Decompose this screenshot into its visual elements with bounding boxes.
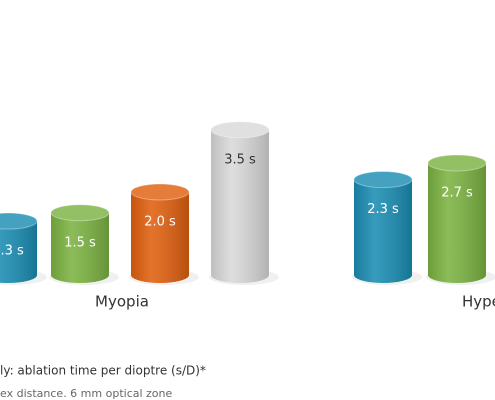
bar-shading xyxy=(428,162,486,283)
bar-top xyxy=(210,121,270,139)
group-label: Myopia xyxy=(95,293,149,311)
value-label: 2.7 s xyxy=(441,185,473,200)
value-label: 2.0 s xyxy=(144,215,176,230)
bar-top-highlight xyxy=(354,171,412,188)
footnote: ly: ablation time per dioptre (s/D)* xyxy=(0,364,206,378)
bar-top-highlight xyxy=(51,204,109,221)
bar-top-highlight xyxy=(428,154,486,171)
bar-top xyxy=(427,154,487,172)
bar-shading xyxy=(131,192,189,283)
bar-top xyxy=(50,204,110,222)
value-label: 2.3 s xyxy=(367,202,399,217)
bar-top-highlight xyxy=(211,121,269,138)
group-label: Hyperopia xyxy=(462,293,495,311)
bar-top-highlight xyxy=(0,213,37,230)
bar-shading xyxy=(354,179,412,283)
bar-shading xyxy=(51,212,109,283)
footnote: ex distance. 6 mm optical zone xyxy=(0,387,173,400)
bar-shading xyxy=(211,129,269,283)
value-label: 3.5 s xyxy=(224,152,256,167)
bar-top xyxy=(0,212,38,230)
bar-top xyxy=(353,171,413,189)
value-label: 1.5 s xyxy=(64,235,96,250)
value-label: 1.3 s xyxy=(0,244,24,259)
bar-top-highlight xyxy=(131,184,189,200)
bar-shading xyxy=(0,221,37,283)
bar-top xyxy=(130,183,190,201)
